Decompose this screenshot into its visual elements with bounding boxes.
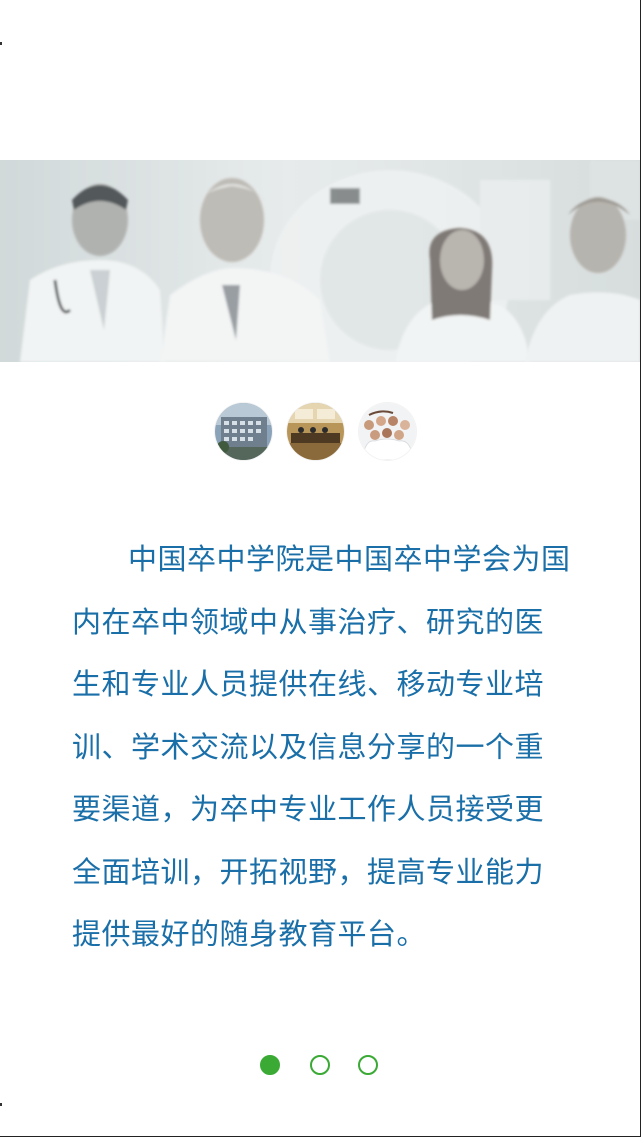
intro-paragraph: 中国卒中学院是中国卒中学会为国内在卒中领域中从事治疗、研究的医生和专业人员提供在… — [72, 528, 572, 966]
thumbnail-strip — [215, 403, 417, 460]
campus-building-photo-icon — [215, 403, 272, 460]
conference-room-photo-icon — [287, 403, 344, 460]
medical-staff-group-photo-icon — [359, 403, 416, 460]
edge-mark-bottom — [0, 1103, 2, 1106]
page-dot-3[interactable] — [358, 1055, 378, 1075]
page-dot-1[interactable] — [260, 1055, 280, 1075]
intro-text: 中国卒中学院是中国卒中学会为国内在卒中领域中从事治疗、研究的医生和专业人员提供在… — [72, 542, 571, 951]
thumbnail-campus[interactable] — [215, 403, 272, 460]
page-indicator — [260, 1055, 384, 1081]
banner-doctors-photo — [0, 160, 640, 362]
edge-mark-top — [0, 42, 2, 45]
doctors-team-photo-icon — [0, 160, 640, 362]
page-dot-2[interactable] — [310, 1055, 330, 1075]
thumbnail-staff[interactable] — [359, 403, 416, 460]
thumbnail-conference[interactable] — [287, 403, 344, 460]
